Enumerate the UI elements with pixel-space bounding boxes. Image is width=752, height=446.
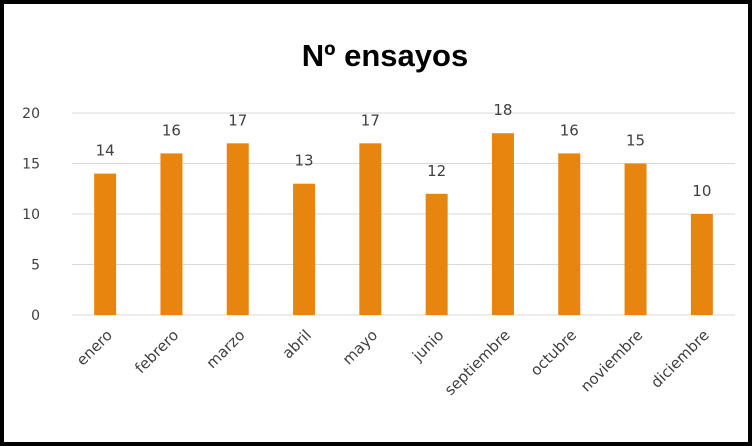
data-label: 17 (228, 111, 247, 129)
data-label: 16 (162, 121, 181, 139)
y-axis-ticks: 0 5 10 15 20 (22, 106, 40, 324)
bar-mayo (359, 143, 382, 315)
bar-septiembre (491, 133, 514, 315)
gridlines (72, 112, 735, 316)
x-category-label: marzo (203, 326, 249, 372)
data-label: 13 (295, 152, 314, 170)
data-label: 16 (560, 121, 579, 139)
bar-junio (425, 193, 448, 315)
bar-diciembre (690, 214, 713, 315)
bar-octubre (558, 153, 581, 315)
y-tick-label: 0 (31, 308, 40, 324)
x-category-label: febrero (131, 326, 182, 377)
x-category-label: abril (279, 326, 315, 362)
data-labels: 14 16 17 13 17 12 18 16 15 10 (96, 101, 712, 200)
y-tick-label: 15 (22, 157, 40, 173)
x-category-label: mayo (339, 326, 381, 368)
x-category-label: diciembre (647, 326, 712, 391)
data-label: 12 (427, 162, 446, 180)
data-label: 10 (692, 182, 711, 200)
x-category-label: octubre (527, 326, 580, 379)
bar-marzo (226, 143, 249, 315)
bar-noviembre (624, 163, 647, 315)
data-label: 15 (626, 132, 645, 150)
x-axis-categories: enero febrero marzo abril mayo junioseptiembr… (73, 326, 713, 399)
y-tick-label: 5 (31, 258, 40, 274)
y-tick-label: 10 (22, 207, 40, 223)
data-label: 17 (361, 111, 380, 129)
data-label: 18 (493, 101, 512, 119)
x-category-label: septiembre (441, 326, 514, 399)
bars (94, 133, 713, 315)
y-tick-label: 20 (22, 106, 40, 122)
x-category-label: noviembre (577, 326, 646, 395)
bar-enero (94, 173, 117, 315)
bar-febrero (160, 153, 183, 315)
chart-title: Nº ensayos (302, 38, 468, 73)
x-category-label: enero (73, 326, 116, 369)
bar-abril (293, 183, 316, 315)
data-label: 14 (96, 142, 115, 160)
x-category-label: junio (408, 326, 447, 365)
